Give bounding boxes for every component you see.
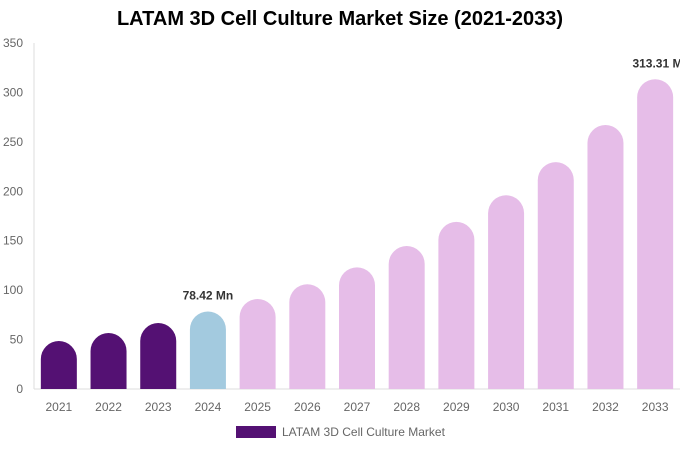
x-tick-label: 2021	[45, 400, 72, 414]
x-tick-label: 2029	[443, 400, 470, 414]
legend[interactable]: LATAM 3D Cell Culture Market	[236, 425, 445, 439]
bar-2024	[189, 311, 226, 389]
y-tick-label: 300	[3, 85, 23, 99]
bar-2033	[637, 79, 674, 389]
chart-title: LATAM 3D Cell Culture Market Size (2021-…	[116, 8, 564, 30]
legend-label: LATAM 3D Cell Culture Market	[282, 425, 445, 439]
x-tick-label: 2030	[493, 400, 520, 414]
bar-2030	[488, 195, 525, 389]
y-tick-label: 150	[3, 234, 23, 248]
bar-2032	[587, 125, 624, 389]
x-tick-label: 2033	[642, 400, 669, 414]
bar-2023	[140, 323, 177, 389]
data-label: 78.42 Mn	[183, 288, 234, 302]
y-tick-label: 350	[3, 36, 23, 50]
bar-2026	[289, 284, 326, 389]
y-tick-label: 250	[3, 135, 23, 149]
bar-2025	[239, 299, 276, 389]
bar-2031	[537, 162, 574, 389]
y-tick-label: 200	[3, 184, 23, 198]
bar-2022	[90, 333, 127, 389]
x-tick-label: 2031	[542, 400, 569, 414]
bar-2027	[339, 267, 375, 389]
bar-2029	[438, 221, 475, 389]
y-tick-label: 100	[3, 283, 23, 297]
x-tick-label: 2028	[393, 400, 420, 414]
x-tick-label: 2022	[95, 400, 122, 414]
legend-swatch	[236, 426, 276, 438]
x-tick-label: 2025	[244, 400, 271, 414]
x-tick-label: 2027	[344, 400, 371, 414]
data-label: 313.31 Mn	[632, 56, 680, 70]
x-tick-label: 2026	[294, 400, 321, 414]
y-tick-label: 0	[16, 382, 23, 396]
y-tick-label: 50	[10, 333, 24, 347]
bar-2028	[388, 246, 425, 389]
bar-2021	[40, 341, 77, 389]
x-tick-label: 2023	[145, 400, 172, 414]
x-tick-label: 2032	[592, 400, 619, 414]
x-tick-label: 2024	[195, 400, 222, 414]
